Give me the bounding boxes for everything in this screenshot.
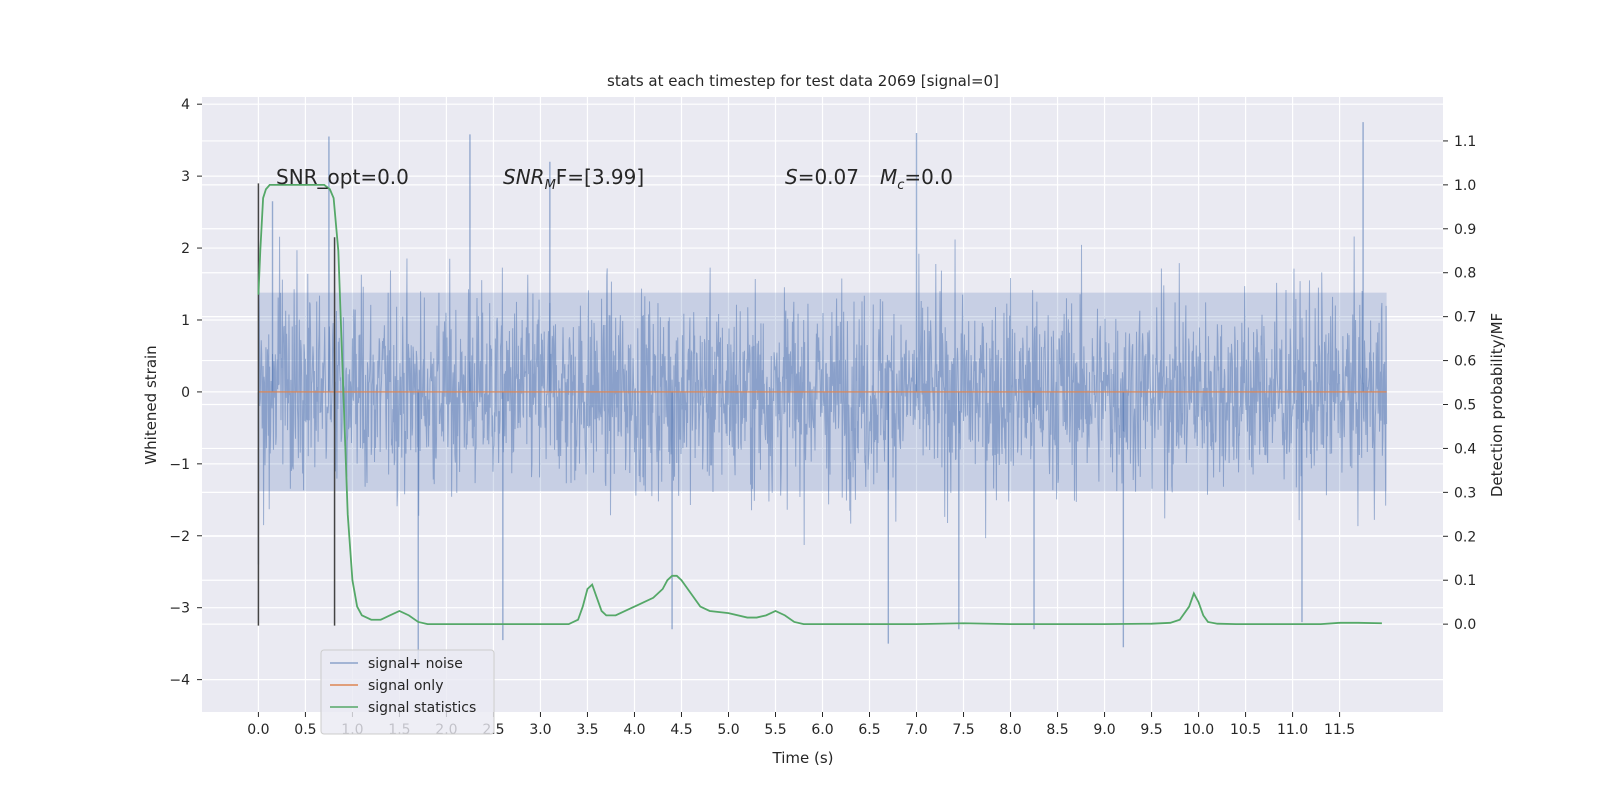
x-tick-label: 7.0 <box>905 722 927 738</box>
y-tick-label: 1 <box>181 313 190 329</box>
s-value: =0.07 <box>798 165 859 189</box>
y-axis-title: Whitened strain <box>142 345 160 464</box>
x-tick-label: 11.0 <box>1277 722 1308 738</box>
x-tick-label: 0.5 <box>294 722 316 738</box>
x-tick-label: 3.5 <box>576 722 598 738</box>
legend-label-signal-statistics: signal statistics <box>368 700 476 716</box>
x-tick-label: 4.0 <box>623 722 645 738</box>
y2-tick-label: 0.1 <box>1454 573 1476 589</box>
y2-tick-label: 0.9 <box>1454 222 1476 238</box>
x-tick-label: 6.5 <box>858 722 880 738</box>
mc-variable: M <box>880 165 897 189</box>
annotation-mc: Mc=0.0 <box>880 165 953 193</box>
y2-tick-label: 0.0 <box>1454 617 1476 633</box>
y-tick-label: 0 <box>181 385 190 401</box>
snr-mf-subscript: M <box>545 178 556 193</box>
signal-statistics-line <box>257 183 1382 626</box>
y2-tick-label: 0.8 <box>1454 266 1476 282</box>
y-tick-label: 4 <box>181 97 190 113</box>
signal-statistics-series <box>257 183 1382 626</box>
marker-lines <box>257 183 336 626</box>
signal-noise-line <box>257 236 1388 546</box>
annotation-snr-opt: SNR_opt=0.0 <box>276 165 409 189</box>
y2-tick-label: 0.4 <box>1454 441 1476 457</box>
y2-tick-label: 0.6 <box>1454 354 1476 370</box>
x-tick-label: 4.5 <box>670 722 692 738</box>
y2-axis-title: Detection probability/MF <box>1488 313 1506 497</box>
y-tick-label: −2 <box>169 529 190 545</box>
y2-tick-label: 0.2 <box>1454 529 1476 545</box>
annotation-snr-mf: SNRMF=[3.99] <box>503 165 644 193</box>
y-tick-label: −3 <box>169 601 190 617</box>
y2-tick-label: 1.1 <box>1454 134 1476 150</box>
x-tick-label: 5.0 <box>717 722 739 738</box>
x-tick-label: 8.5 <box>1046 722 1068 738</box>
snr-mf-prefix: SNR <box>503 165 545 189</box>
y-tick-label: 2 <box>181 241 190 257</box>
x-tick-label: 6.0 <box>811 722 833 738</box>
x-tick-label: 9.0 <box>1093 722 1115 738</box>
legend-box <box>320 649 495 735</box>
x-tick-label: 3.0 <box>529 722 551 738</box>
snr-mf-suffix: F=[3.99] <box>556 165 644 189</box>
y2-tick-label: 0.7 <box>1454 310 1476 326</box>
y2-tick-label: 0.5 <box>1454 398 1476 414</box>
x-tick-label: 10.0 <box>1183 722 1214 738</box>
mc-value: =0.0 <box>904 165 953 189</box>
x-tick-label: 8.0 <box>999 722 1021 738</box>
x-tick-label: 7.5 <box>952 722 974 738</box>
x-tick-label: 11.5 <box>1324 722 1355 738</box>
y-tick-label: −1 <box>169 457 190 473</box>
y2-tick-label: 1.0 <box>1454 178 1476 194</box>
x-axis-title: Time (s) <box>772 749 834 767</box>
chart-title: stats at each timestep for test data 206… <box>607 72 999 90</box>
s-variable: S <box>785 165 798 189</box>
legend-label-signal-only: signal only <box>368 678 443 694</box>
x-tick-label: 5.5 <box>764 722 786 738</box>
x-tick-label: 9.5 <box>1140 722 1162 738</box>
y-tick-label: −4 <box>169 673 190 689</box>
annotation-s: S=0.07 <box>785 165 859 189</box>
y-tick-label: 3 <box>181 169 190 185</box>
mc-subscript: c <box>897 178 904 193</box>
x-tick-label: 10.5 <box>1230 722 1261 738</box>
x-tick-label: 0.0 <box>247 722 269 738</box>
legend: signal+ noise signal only signal statist… <box>320 649 495 735</box>
legend-label-signal-noise: signal+ noise <box>368 656 463 672</box>
y2-tick-label: 0.3 <box>1454 485 1476 501</box>
